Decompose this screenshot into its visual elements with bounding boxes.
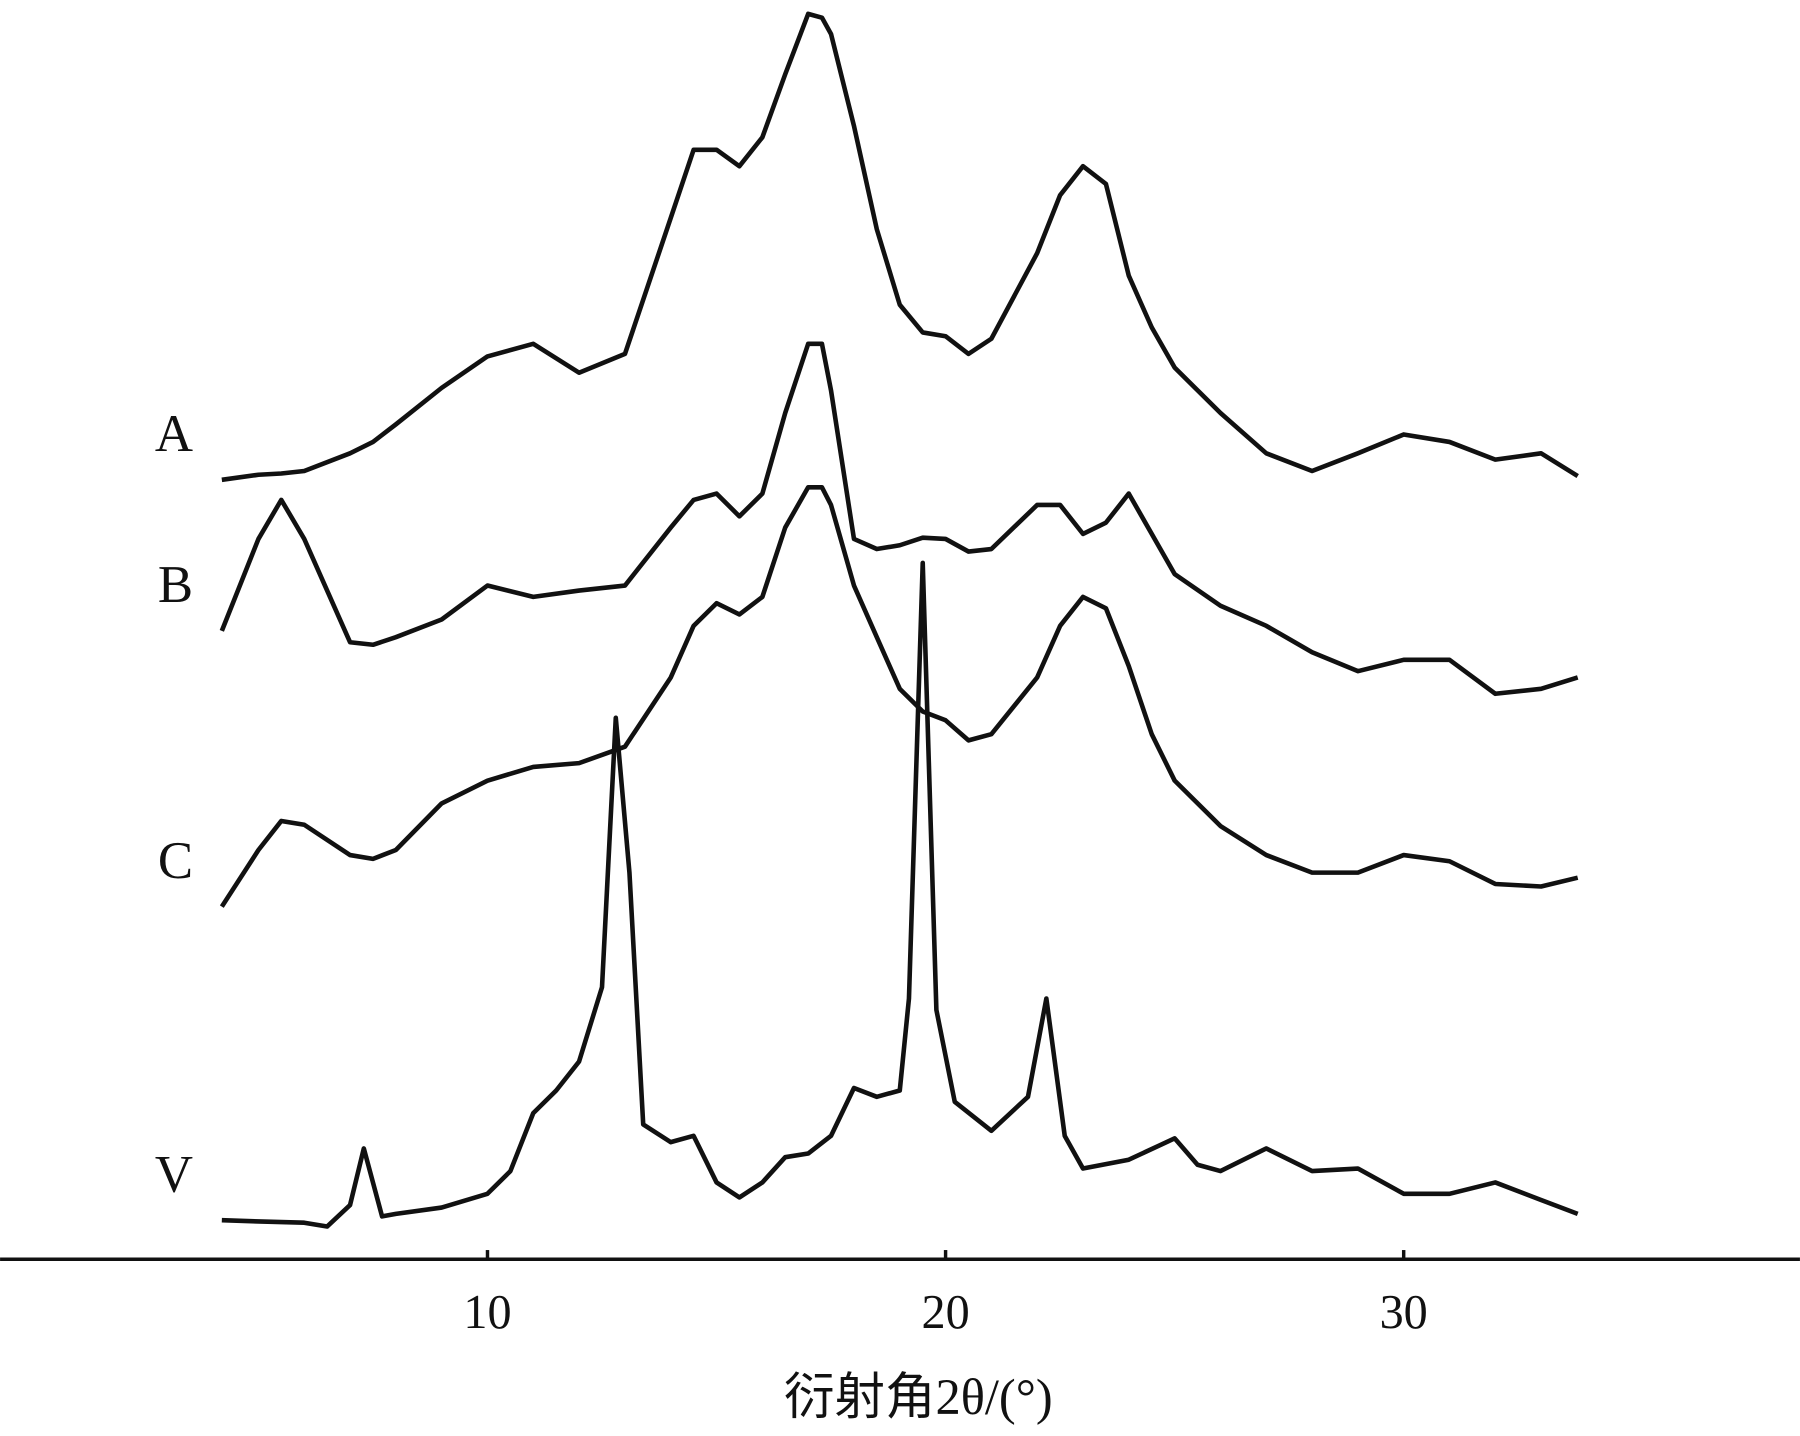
series-label: C [158, 832, 193, 890]
x-tick-label: 10 [463, 1286, 511, 1339]
x-axis-label: 衍射角2θ/(°) [784, 1369, 1053, 1425]
series-line [221, 560, 1579, 1229]
series-line [219, 341, 1579, 697]
series-line [221, 11, 1579, 483]
series-line [219, 484, 1579, 908]
x-tick-label: 30 [1380, 1286, 1428, 1339]
series-label: A [155, 405, 193, 463]
series-label: V [155, 1145, 193, 1203]
x-tick-label: 20 [921, 1286, 969, 1339]
series-label: B [158, 556, 193, 614]
